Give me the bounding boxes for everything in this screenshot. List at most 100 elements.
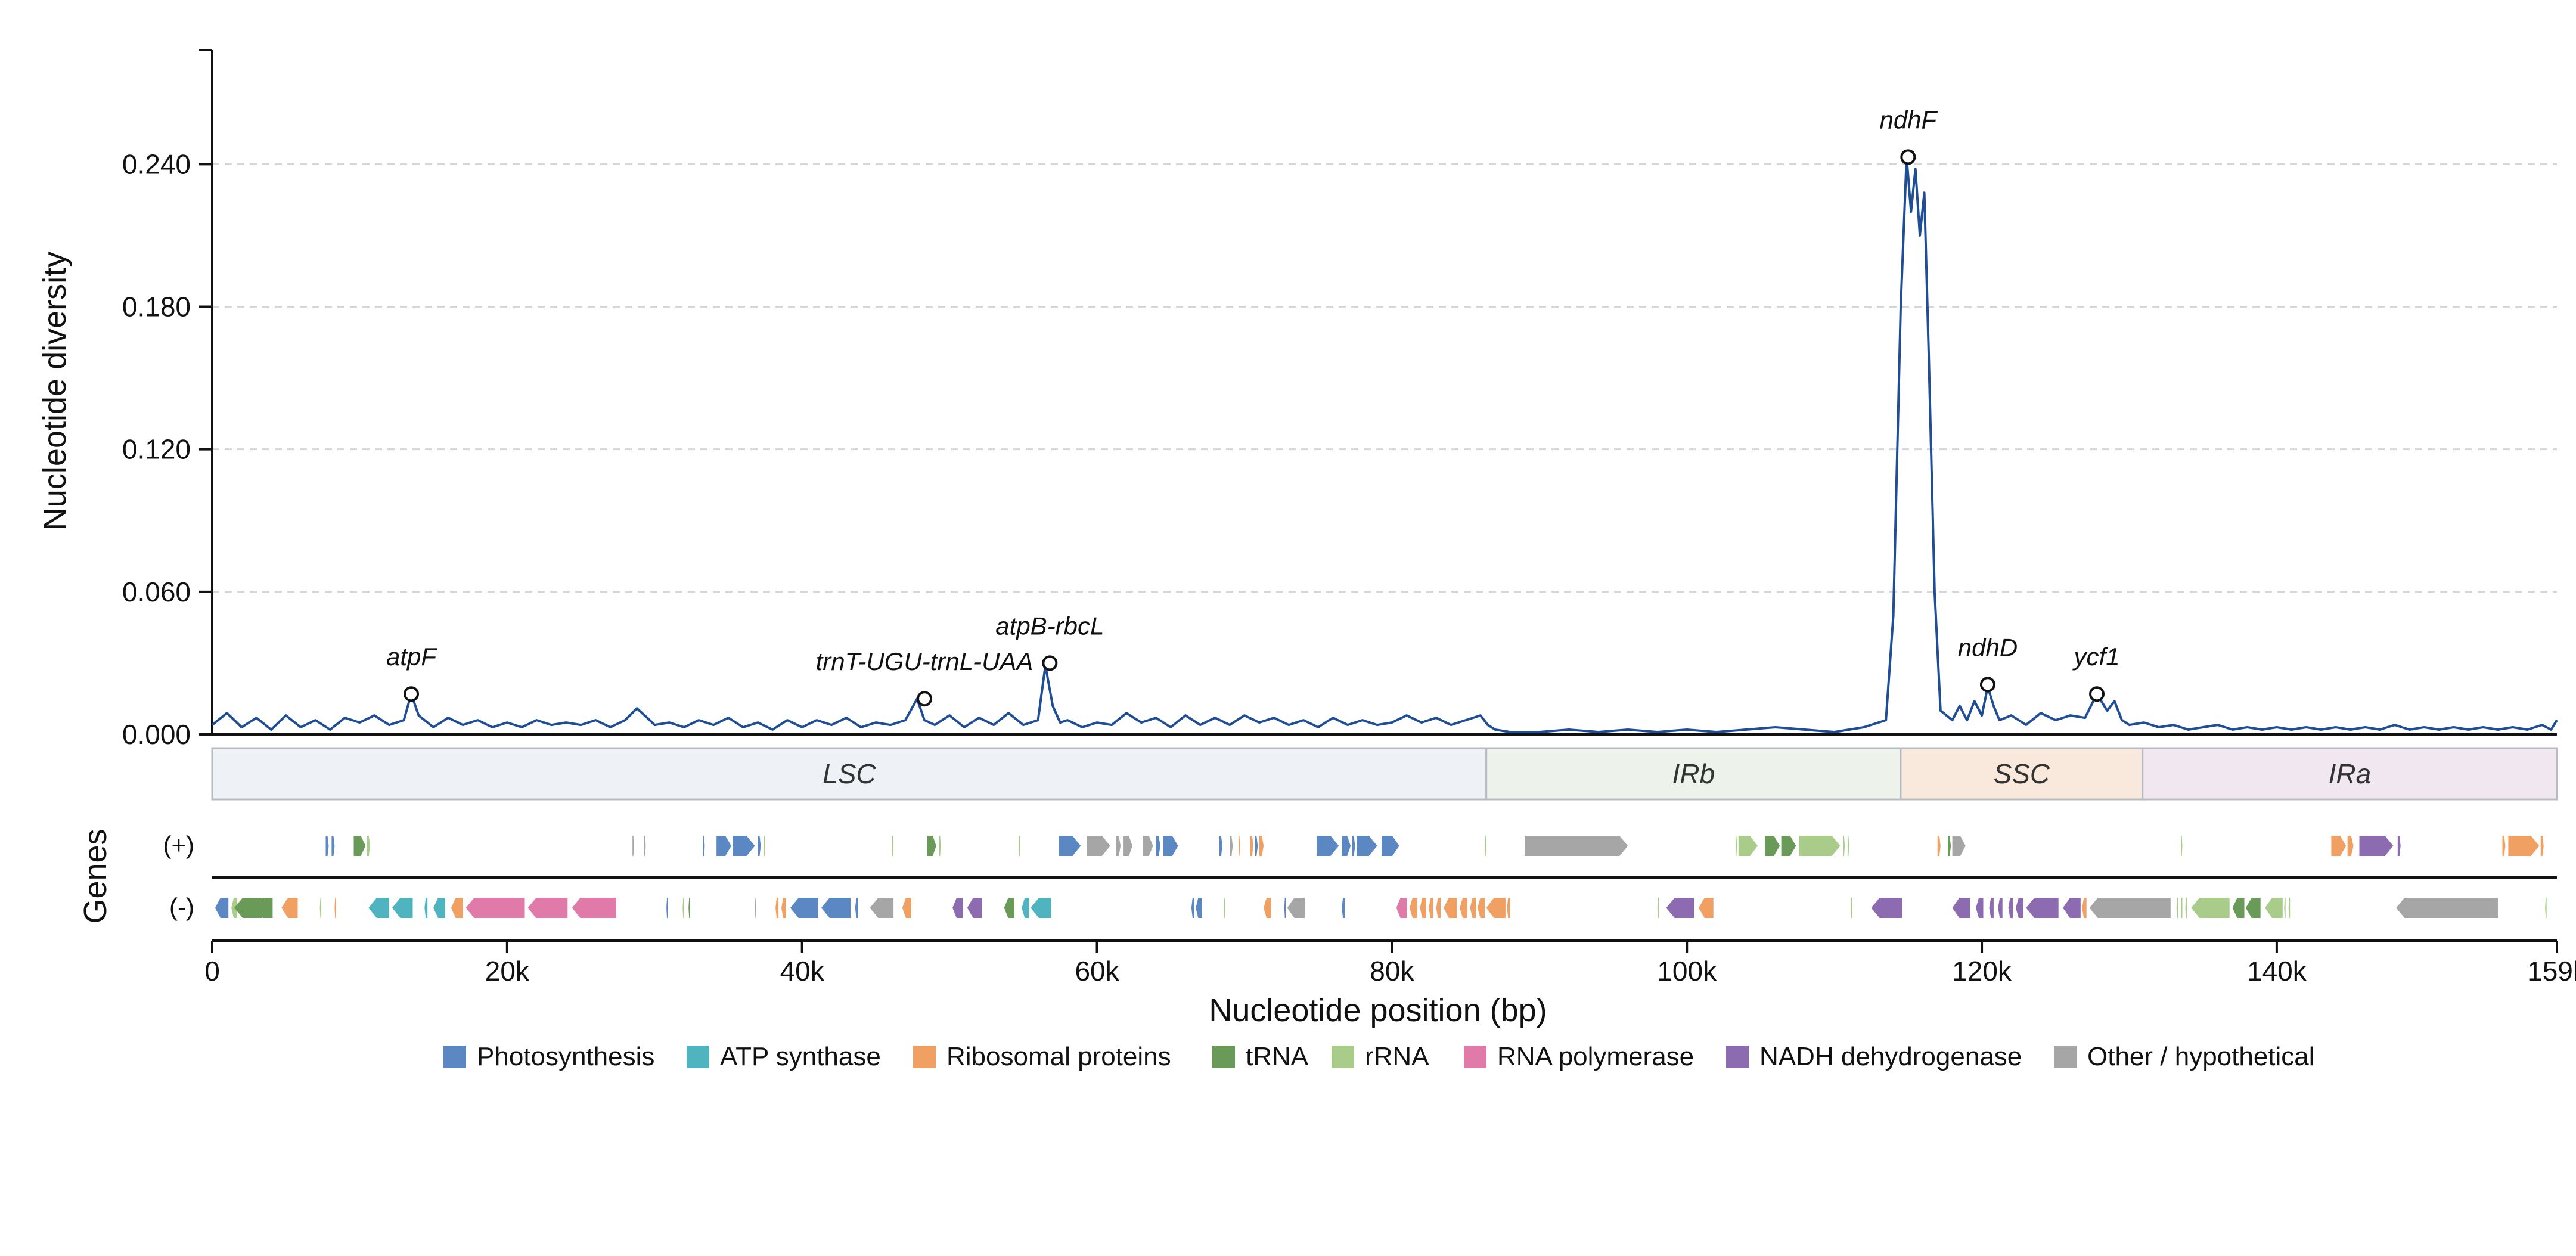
legend-label: Photosynthesis (477, 1042, 654, 1071)
region-bar: LSC IRb SSC IRa (211, 747, 2558, 801)
strand-plus-label: (+) (163, 831, 195, 859)
x-tick-label: 140k (2247, 956, 2307, 987)
x-tick-label: 80k (1370, 956, 1414, 987)
gene-minus (870, 898, 894, 918)
gene-plus (2181, 836, 2183, 856)
region-irb (1485, 747, 1902, 801)
gene-minus (433, 898, 445, 918)
gene-minus (781, 898, 786, 918)
region-label: SSC (1994, 758, 2050, 789)
gene-minus (319, 898, 322, 918)
gene-plus (2347, 836, 2354, 856)
gene-minus (1444, 898, 1457, 918)
peak-marker (404, 686, 420, 702)
gene-plus (1735, 836, 1737, 856)
peak-marker (1042, 655, 1058, 671)
diversity-line (211, 156, 2558, 733)
legend-swatch (687, 1046, 709, 1068)
gene-minus (688, 898, 690, 918)
gene-plus (1847, 836, 1849, 856)
gene-minus (256, 898, 273, 918)
region-ira (2142, 747, 2558, 801)
peak-label: atpF (386, 643, 437, 671)
gene-track-title: Genes (77, 829, 113, 923)
gene-minus (1436, 898, 1441, 918)
diversity-series (211, 156, 2558, 733)
gene-plus (1219, 836, 1222, 856)
x-tick-label: 100k (1657, 956, 1717, 987)
gene-plus (1382, 836, 1399, 856)
gene-plus (733, 836, 755, 856)
gene-minus (952, 898, 963, 918)
gene-minus (1396, 898, 1407, 918)
gene-minus (368, 898, 389, 918)
gene-minus (666, 898, 668, 918)
gene-minus (1952, 898, 1970, 918)
gene-minus (1342, 898, 1345, 918)
gene-plus (1738, 836, 1758, 856)
gene-plus (1765, 836, 1780, 856)
y-tick-label: 0.120 (122, 434, 191, 465)
gene-plus (1239, 836, 1240, 856)
gene-minus (527, 898, 568, 918)
legend-label: Ribosomal proteins (946, 1042, 1171, 1071)
x-tick-label: 0 (204, 956, 220, 987)
gene-tracks (212, 836, 2557, 942)
peak-label: atpB-rbcL (995, 612, 1104, 640)
gene-plus (331, 836, 335, 856)
gene-minus (2396, 898, 2498, 918)
gene-minus (2288, 898, 2291, 918)
legend-swatch (1464, 1046, 1486, 1068)
axes: 0.000 0.060 0.120 0.180 0.240 0 20k 40k 60k 80k 10… (122, 49, 2576, 987)
gene-minus (2016, 898, 2023, 918)
x-tick-label: 159k (2527, 956, 2576, 987)
gene-minus (1410, 898, 1417, 918)
gene-minus (1191, 898, 1194, 918)
gene-minus (1022, 898, 1029, 918)
gene-plus (1843, 836, 1845, 856)
peak-label: ndhD (1958, 633, 2018, 661)
gene-minus (392, 898, 413, 918)
region-ssc (1900, 747, 2144, 801)
gene-minus (855, 898, 858, 918)
legend-label: Other / hypothetical (2087, 1042, 2315, 1071)
y-tick-label: 0.240 (122, 148, 191, 179)
peak-label: trnT-UGU-trnL-UAA (816, 647, 1033, 675)
gene-plus (764, 836, 765, 856)
legend-label: tRNA (1246, 1042, 1309, 1071)
gene-minus (775, 898, 779, 918)
gene-minus (1486, 898, 1506, 918)
gene-minus (755, 898, 756, 918)
gene-plus (1952, 836, 1966, 856)
gene-minus (2008, 898, 2013, 918)
y-tick-label: 0.180 (122, 291, 191, 322)
gene-minus (1666, 898, 1694, 918)
gene-minus (1224, 898, 1225, 918)
gene-minus (1196, 898, 1202, 918)
gene-minus (2545, 898, 2547, 918)
gene-minus (1031, 898, 1051, 918)
gene-minus (451, 898, 463, 918)
gene-minus (334, 898, 336, 918)
gene-minus (1989, 898, 1994, 918)
gene-plus (1250, 836, 1253, 856)
gene-plus (939, 836, 941, 856)
gene-plus (1799, 836, 1841, 856)
x-axis-title: Nucleotide position (bp) (1209, 993, 1547, 1028)
gene-minus (2063, 898, 2081, 918)
gene-plus (1143, 836, 1153, 856)
gene-plus (703, 836, 705, 856)
legend-swatch (1212, 1046, 1235, 1068)
gene-minus (2176, 898, 2178, 918)
gene-minus (1998, 898, 2003, 918)
gene-plus (1352, 836, 1355, 856)
gene-minus (821, 898, 851, 918)
gene-minus (1871, 898, 1902, 918)
gene-plus (716, 836, 731, 856)
gene-minus (424, 898, 428, 918)
gridlines (212, 163, 2557, 593)
legend-swatch (1726, 1046, 1749, 1068)
gene-minus (1699, 898, 1714, 918)
region-label: LSC (823, 758, 876, 789)
